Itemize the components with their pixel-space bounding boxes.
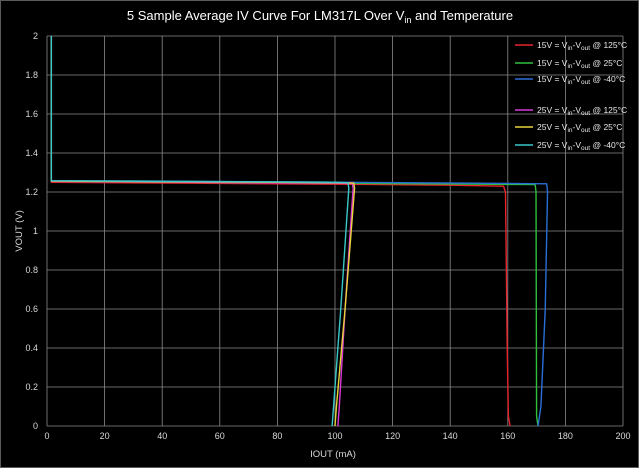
chart-series <box>50 36 549 427</box>
legend-entry-label: 15V = Vin-Vout @ 25°C <box>537 58 622 70</box>
y-tick-label: 1.8 <box>25 70 38 80</box>
x-tick-label: 200 <box>615 431 630 441</box>
y-tick-label: 0 <box>33 421 38 431</box>
x-tick-label: 40 <box>157 431 167 441</box>
y-axis-ticks: 0 0.2 0.4 0.6 0.8 1 1.2 1.4 1.6 1.8 2 <box>25 31 38 431</box>
y-tick-label: 0.2 <box>25 382 38 392</box>
legend-entry-label: 25V = Vin-Vout @ 25°C <box>537 122 622 134</box>
chart-grid <box>46 35 624 427</box>
x-tick-label: 0 <box>44 431 49 441</box>
x-tick-label: 120 <box>385 431 400 441</box>
x-tick-label: 160 <box>500 431 515 441</box>
y-tick-label: 1.6 <box>25 109 38 119</box>
x-tick-label: 20 <box>100 431 110 441</box>
y-axis-label: VOUT (V) <box>14 210 25 252</box>
y-tick-label: 1 <box>33 226 38 236</box>
y-tick-label: 0.6 <box>25 304 38 314</box>
chart-legend: 15V = Vin-Vout @ 125°C 15V = Vin-Vout @ 2… <box>515 40 627 152</box>
x-tick-label: 80 <box>272 431 282 441</box>
x-axis-label: IOUT (mA) <box>310 449 356 460</box>
x-tick-label: 100 <box>327 431 342 441</box>
series-line <box>50 36 350 427</box>
x-tick-label: 60 <box>215 431 225 441</box>
legend-entry-label: 15V = Vin-Vout @ 125°C <box>537 40 627 52</box>
chart-title: 5 Sample Average IV Curve For LM317L Ove… <box>127 8 513 25</box>
y-tick-label: 0.8 <box>25 265 38 275</box>
y-tick-label: 1.4 <box>25 148 38 158</box>
series-line <box>50 36 511 427</box>
legend-entry-label: 15V = Vin-Vout @ -40°C <box>537 74 625 86</box>
y-tick-label: 2 <box>33 31 38 41</box>
x-tick-label: 140 <box>443 431 458 441</box>
x-axis-ticks: 0 20 40 60 80 100 120 140 160 180 200 <box>44 431 630 441</box>
y-tick-label: 1.2 <box>25 187 38 197</box>
legend-entry-label: 25V = Vin-Vout @ 125°C <box>537 105 627 117</box>
x-tick-label: 180 <box>558 431 573 441</box>
legend-entry-label: 25V = Vin-Vout @ -40°C <box>537 140 625 152</box>
y-tick-label: 0.4 <box>25 343 38 353</box>
